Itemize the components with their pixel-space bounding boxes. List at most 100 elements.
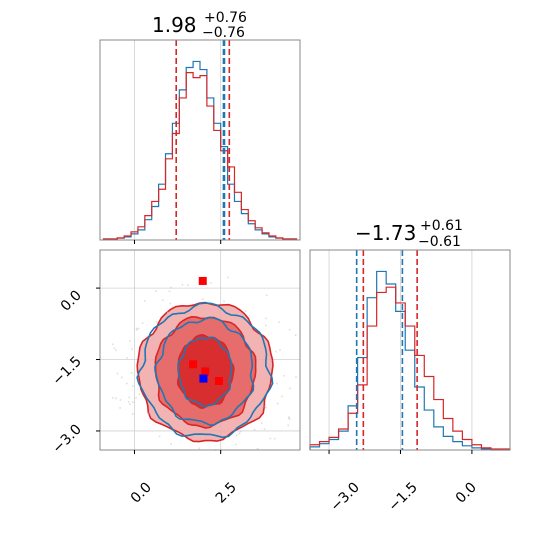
scatter-sample (136, 374, 138, 376)
scatter-sample (128, 396, 131, 399)
scatter-sample (129, 403, 131, 405)
scatter-sample (141, 322, 144, 324)
scatter-sample (138, 393, 141, 396)
scatter-sample (155, 290, 157, 292)
histogram-panel-x (99, 39, 301, 244)
scatter-sample (264, 405, 266, 408)
scatter-sample (161, 299, 164, 302)
scatter-sample (239, 430, 242, 433)
scatter-sample (210, 282, 212, 284)
contour-line-blue-1 (154, 316, 255, 426)
scatter-sample (127, 401, 130, 403)
scatter-sample (279, 349, 281, 351)
scatter-sample (223, 300, 225, 303)
scatter-sample (111, 343, 114, 346)
scatter-sample (287, 424, 289, 427)
scatter-sample (171, 306, 173, 308)
frame-br (309, 249, 511, 451)
title-x-minus: −0.76 (202, 25, 245, 41)
hist-x-red (102, 71, 298, 240)
scatter-sample (170, 286, 172, 289)
title-y-main: −1.73 (355, 221, 416, 245)
contour-line-red-2 (136, 301, 274, 443)
marker-red-2 (201, 367, 210, 376)
scatter-sample (113, 347, 116, 349)
scatter-sample (288, 416, 290, 418)
scatter-sample (227, 276, 229, 279)
scatter-sample (256, 447, 259, 450)
tick-label-yx-1: −1.5 (385, 480, 420, 515)
contour-line-blue-2 (136, 302, 274, 439)
scatter-sample (130, 372, 133, 374)
scatter-sample (235, 434, 238, 437)
scatter-sample (132, 401, 134, 403)
scatter-sample (261, 422, 263, 424)
frame-top (99, 39, 301, 241)
scatter-sample (119, 407, 121, 409)
scatter-sample (137, 327, 140, 330)
histogram-panel-y (309, 249, 511, 454)
tick-label-x-1: 2.5 (213, 480, 240, 507)
scatter-sample (265, 317, 267, 320)
scatter-sample (288, 418, 291, 420)
scatter-sample (111, 397, 114, 399)
marker-red-1 (189, 360, 198, 369)
scatter-sample (168, 290, 171, 293)
scatter-sample (141, 348, 143, 350)
title-x-plus: +0.76 (204, 10, 247, 26)
scatter-sample (234, 443, 237, 446)
marker-red-0 (198, 276, 207, 285)
scatter-sample (238, 432, 241, 435)
scatter-sample (276, 382, 278, 385)
scatter-sample (278, 321, 280, 323)
title-y-plus: +0.61 (420, 218, 463, 234)
scatter-sample (131, 348, 133, 350)
tick-label-yx-0: −3.0 (327, 480, 362, 515)
hist-y-red (309, 286, 511, 450)
title-y-minus: −0.61 (418, 234, 461, 250)
scatter-sample (129, 340, 131, 342)
scatter-sample (132, 385, 134, 387)
scatter-sample (275, 350, 277, 353)
scatter-sample (288, 328, 291, 331)
scatter-sample (147, 412, 149, 415)
scatter-sample (253, 428, 256, 431)
scatter-sample (294, 334, 297, 336)
scatter-sample (276, 402, 279, 405)
scatter-sample (289, 387, 291, 390)
scatter-sample (263, 428, 266, 430)
scatter-sample (121, 376, 123, 379)
scatter-sample (126, 357, 128, 359)
contour-line-blue-0 (177, 336, 233, 408)
title-x-main: 1.98 (152, 13, 197, 37)
frame-bl (99, 249, 301, 451)
scatter-sample (158, 435, 161, 438)
scatter-sample (167, 311, 169, 314)
scatter-sample (169, 302, 172, 305)
panel-background (100, 40, 300, 240)
scatter-sample (273, 437, 276, 440)
scatter-panel (96, 249, 301, 454)
scatter-sample (295, 376, 297, 378)
scatter-sample (202, 298, 204, 300)
scatter-sample (135, 397, 137, 399)
scatter-sample (198, 447, 201, 450)
scatter-sample (115, 397, 117, 400)
scatter-sample (187, 284, 189, 286)
scatter-sample (135, 327, 138, 330)
tick-label-yx-2: 0.0 (453, 480, 480, 507)
scatter-sample (119, 399, 122, 401)
scatter-sample (116, 372, 119, 375)
tick-label-y-1: −1.5 (49, 354, 84, 389)
tick-label-y-2: 0.0 (58, 288, 85, 315)
scatter-sample (136, 329, 138, 331)
scatter-sample (131, 413, 134, 415)
scatter-sample (265, 324, 267, 327)
scatter-sample (170, 443, 172, 445)
scatter-sample (244, 310, 247, 312)
scatter-sample (265, 406, 267, 409)
scatter-sample (281, 395, 283, 398)
scatter-sample (126, 382, 128, 385)
scatter-sample (283, 375, 285, 377)
